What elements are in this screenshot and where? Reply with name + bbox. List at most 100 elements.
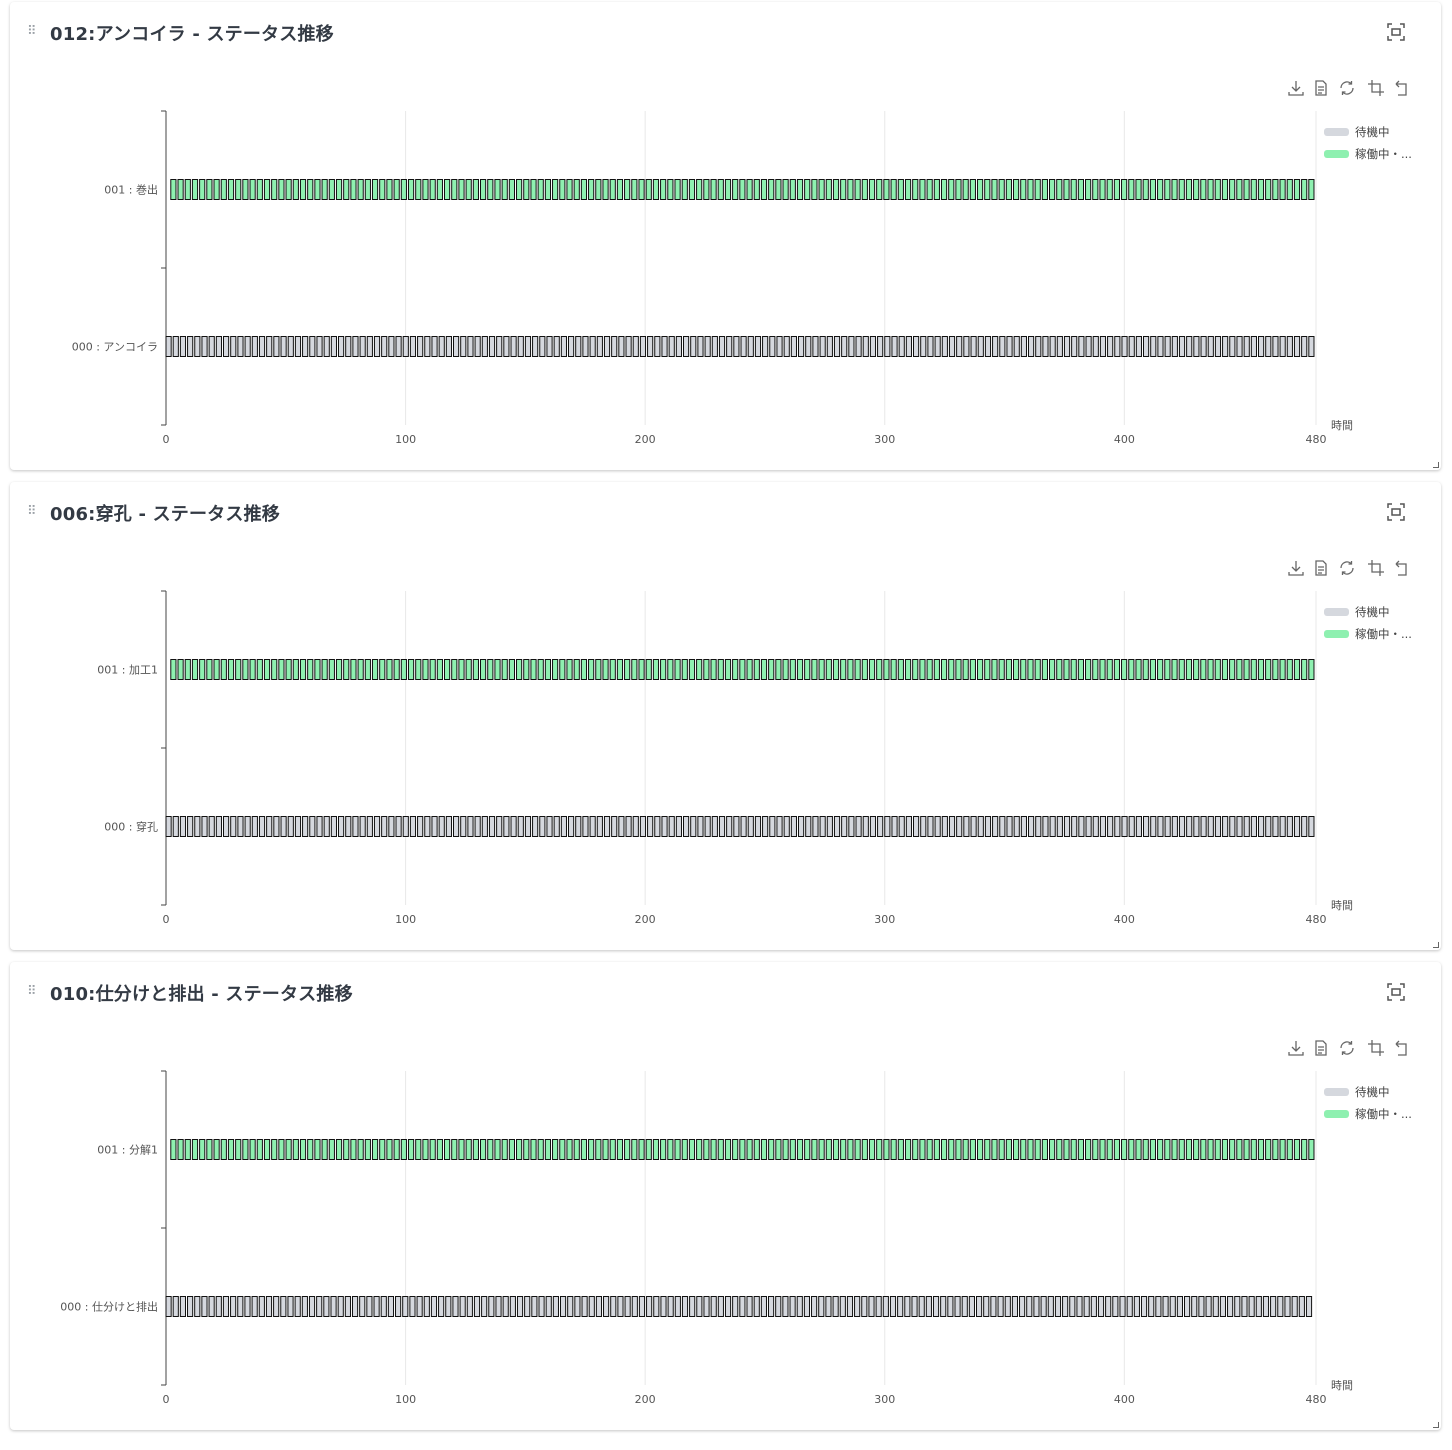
- status-bar: [194, 336, 201, 357]
- status-bar: [242, 1139, 249, 1160]
- data-view-icon[interactable]: [1312, 559, 1330, 577]
- status-bar: [501, 179, 508, 200]
- zoom-reset-icon[interactable]: [1393, 1039, 1411, 1057]
- status-bar: [631, 179, 638, 200]
- status-bar: [580, 179, 588, 200]
- status-bar: [841, 336, 848, 357]
- status-bar: [1063, 1139, 1070, 1160]
- status-bar: [998, 179, 1005, 200]
- status-bar: [683, 336, 690, 357]
- status-bar: [739, 1139, 746, 1160]
- status-bar: [316, 1296, 323, 1317]
- status-bar: [510, 336, 517, 357]
- resize-handle[interactable]: [1433, 462, 1439, 468]
- zoom-icon[interactable]: [1367, 79, 1385, 97]
- data-view-icon[interactable]: [1312, 1039, 1330, 1057]
- data-view-icon[interactable]: [1312, 79, 1330, 97]
- resize-handle[interactable]: [1433, 942, 1439, 948]
- status-bar: [1020, 1139, 1027, 1160]
- status-bar: [898, 336, 905, 357]
- refresh-icon[interactable]: [1338, 1039, 1356, 1057]
- status-bar: [184, 179, 191, 200]
- status-bar: [516, 1139, 523, 1160]
- status-bar: [1049, 1139, 1056, 1160]
- x-tick-label: 300: [874, 1393, 895, 1406]
- status-bar: [724, 1139, 732, 1160]
- status-bar: [1178, 659, 1185, 680]
- status-bar: [918, 1296, 925, 1317]
- status-bar: [1019, 1296, 1026, 1317]
- status-bar: [321, 659, 328, 680]
- status-bar: [508, 179, 515, 200]
- status-bar: [429, 1139, 436, 1160]
- status-bar: [948, 179, 955, 200]
- download-icon[interactable]: [1287, 79, 1305, 97]
- status-bar: [172, 816, 179, 837]
- status-bar: [451, 1139, 458, 1160]
- status-bar: [1034, 659, 1041, 680]
- status-bar: [465, 179, 472, 200]
- status-bar: [934, 816, 941, 837]
- status-bar: [1041, 1139, 1048, 1160]
- status-bar: [790, 816, 797, 837]
- status-bar: [364, 1139, 371, 1160]
- status-bar: [1164, 179, 1171, 200]
- status-bar: [537, 1139, 544, 1160]
- status-bar: [227, 659, 235, 680]
- status-bar: [861, 179, 868, 200]
- status-bar: [194, 1296, 201, 1317]
- status-bar: [1128, 816, 1135, 837]
- status-bar: [1005, 1139, 1012, 1160]
- refresh-icon[interactable]: [1338, 559, 1356, 577]
- status-bar: [560, 336, 567, 357]
- fullscreen-icon[interactable]: [1385, 21, 1407, 43]
- status-bar: [1207, 179, 1214, 200]
- status-bar: [480, 179, 487, 200]
- download-icon[interactable]: [1287, 1039, 1305, 1057]
- zoom-icon[interactable]: [1367, 1039, 1385, 1057]
- status-bar: [660, 1139, 667, 1160]
- download-icon[interactable]: [1287, 559, 1305, 577]
- fullscreen-icon[interactable]: [1385, 501, 1407, 523]
- status-bar: [688, 179, 696, 200]
- status-bar: [1250, 179, 1257, 200]
- status-bar: [206, 659, 213, 680]
- status-bar: [652, 659, 660, 680]
- status-bar: [1033, 1296, 1040, 1317]
- status-bar: [999, 816, 1006, 837]
- zoom-reset-icon[interactable]: [1393, 79, 1411, 97]
- refresh-icon[interactable]: [1338, 79, 1356, 97]
- drag-handle-icon[interactable]: ⠿: [27, 504, 37, 519]
- status-bar: [294, 816, 302, 837]
- status-bar: [1013, 816, 1020, 837]
- fullscreen-icon[interactable]: [1385, 981, 1407, 1003]
- status-bar: [804, 1139, 811, 1160]
- resize-handle[interactable]: [1433, 1422, 1439, 1428]
- status-bar: [767, 1296, 775, 1317]
- status-bar: [1149, 179, 1157, 200]
- legend-swatch-running: [1324, 630, 1349, 638]
- status-bar: [1185, 1139, 1193, 1160]
- drag-handle-icon[interactable]: ⠿: [27, 984, 37, 999]
- status-bar: [244, 816, 251, 837]
- status-bar: [732, 179, 739, 200]
- status-bar: [956, 816, 963, 837]
- status-bar: [926, 179, 933, 200]
- status-bar: [388, 336, 395, 357]
- status-bar: [359, 336, 366, 357]
- status-bar: [1056, 659, 1063, 680]
- zoom-reset-icon[interactable]: [1393, 559, 1411, 577]
- zoom-icon[interactable]: [1367, 559, 1385, 577]
- status-bar: [1126, 1296, 1133, 1317]
- status-bar: [1221, 179, 1229, 200]
- drag-handle-icon[interactable]: ⠿: [27, 24, 37, 39]
- x-tick-label: 480: [1306, 913, 1327, 926]
- status-bar: [431, 816, 438, 837]
- status-bar: [509, 1296, 516, 1317]
- status-bar: [796, 1296, 803, 1317]
- status-bar: [962, 1139, 969, 1160]
- status-bar: [1113, 179, 1121, 200]
- status-bar: [933, 659, 940, 680]
- status-bar: [710, 1139, 717, 1160]
- x-tick-label: 200: [635, 1393, 656, 1406]
